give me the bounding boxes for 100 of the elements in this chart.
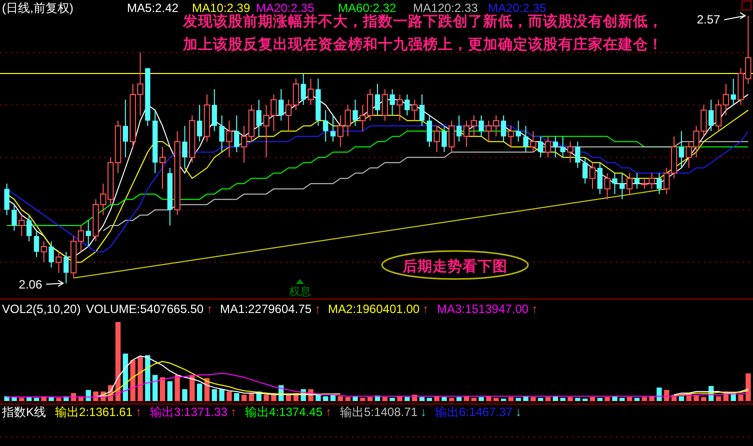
candlestick [597, 162, 603, 195]
annotation: 2.06 [18, 277, 42, 292]
text: 指数K线 [1, 405, 46, 419]
bar [316, 394, 321, 401]
candlestick [226, 120, 232, 158]
text: MA1:2279604.75↑ [220, 302, 321, 316]
candlestick [560, 136, 566, 158]
candlestick [396, 94, 403, 122]
bar [442, 397, 447, 401]
bar [323, 396, 328, 401]
bar [426, 398, 432, 401]
candlestick [516, 120, 521, 142]
bar [264, 394, 269, 401]
annotation: 权息 [288, 285, 311, 298]
candlestick [390, 88, 395, 116]
candlestick [323, 110, 328, 142]
candlestick [419, 94, 425, 126]
bar [138, 356, 143, 401]
candlestick [411, 99, 418, 122]
bar [167, 381, 173, 401]
candlestick [523, 125, 528, 153]
bar [152, 374, 158, 401]
bar [626, 397, 632, 401]
candlestick [64, 251, 69, 284]
candlestick [278, 88, 284, 122]
candlestick [40, 240, 47, 263]
bar [248, 393, 254, 401]
candlestick [500, 114, 506, 142]
candlestick [4, 183, 10, 216]
candlestick [604, 172, 610, 200]
bar [478, 397, 484, 401]
candlestick [582, 156, 588, 184]
bar [219, 389, 224, 401]
candlestick [18, 214, 25, 237]
annotation: 后期走势看下图 [402, 258, 508, 275]
candlestick [589, 162, 596, 190]
candlestick [456, 114, 462, 142]
text: MA5:2.42 [127, 1, 179, 15]
candlestick [256, 99, 262, 137]
text: 输出6:1467.37↓ [435, 405, 522, 419]
candlestick [308, 78, 314, 106]
candlestick [538, 136, 544, 158]
annotation: 发现该股前期涨幅并不大，指数一路下跌创了新低，而该股没有创新低， [182, 12, 663, 30]
text: MA120:2.33 [413, 1, 478, 15]
bar [678, 396, 684, 401]
bar [538, 398, 544, 401]
text: 输出5:1408.71↓ [340, 405, 426, 419]
candlestick [26, 214, 32, 242]
bar [241, 394, 247, 401]
bar [115, 322, 121, 401]
bar [716, 396, 722, 401]
bar [196, 384, 202, 401]
candlestick [382, 88, 388, 122]
candlestick [442, 125, 447, 153]
bar [390, 398, 395, 401]
bar [575, 398, 580, 401]
bar [174, 374, 180, 401]
bar [286, 394, 292, 401]
candlestick [374, 83, 380, 116]
candlestick [330, 114, 336, 142]
candlestick [634, 172, 640, 190]
candlestick [612, 172, 618, 195]
text: MA3:1513947.00↑ [437, 302, 538, 316]
bar [568, 397, 573, 401]
candlestick [448, 120, 455, 153]
bar [234, 393, 240, 401]
candlestick [86, 220, 91, 248]
bar [190, 374, 195, 401]
candlestick [575, 141, 580, 168]
text: 输出2:1361.61↑ [55, 405, 142, 419]
bar [560, 398, 566, 401]
candlestick [219, 114, 224, 153]
candlestick [300, 72, 306, 106]
bar [382, 397, 388, 401]
bar [449, 398, 454, 401]
candlestick [196, 104, 202, 142]
bar [226, 392, 232, 401]
candlestick [234, 114, 240, 153]
candlestick [12, 204, 17, 232]
bar [360, 398, 366, 401]
candlestick [122, 99, 128, 158]
bar [145, 355, 150, 401]
candlestick [182, 125, 188, 168]
bar [494, 398, 499, 401]
candlestick [678, 130, 684, 168]
bar [4, 396, 10, 401]
bar [182, 389, 188, 401]
candlestick [508, 125, 514, 148]
bar [19, 398, 24, 401]
text: 输出4:1374.45↑ [245, 405, 332, 419]
candlestick [544, 136, 552, 158]
annotation: 加上该股反复出现在资金榜和十九强榜上，更加确定该股有庄家在建仓！ [182, 35, 663, 53]
candlestick [159, 146, 166, 190]
bar [701, 397, 706, 401]
candlestick [620, 172, 625, 200]
bar [738, 394, 744, 401]
candlestick [48, 240, 54, 268]
candlestick [478, 114, 484, 137]
bar [597, 398, 603, 401]
bar [419, 397, 425, 401]
